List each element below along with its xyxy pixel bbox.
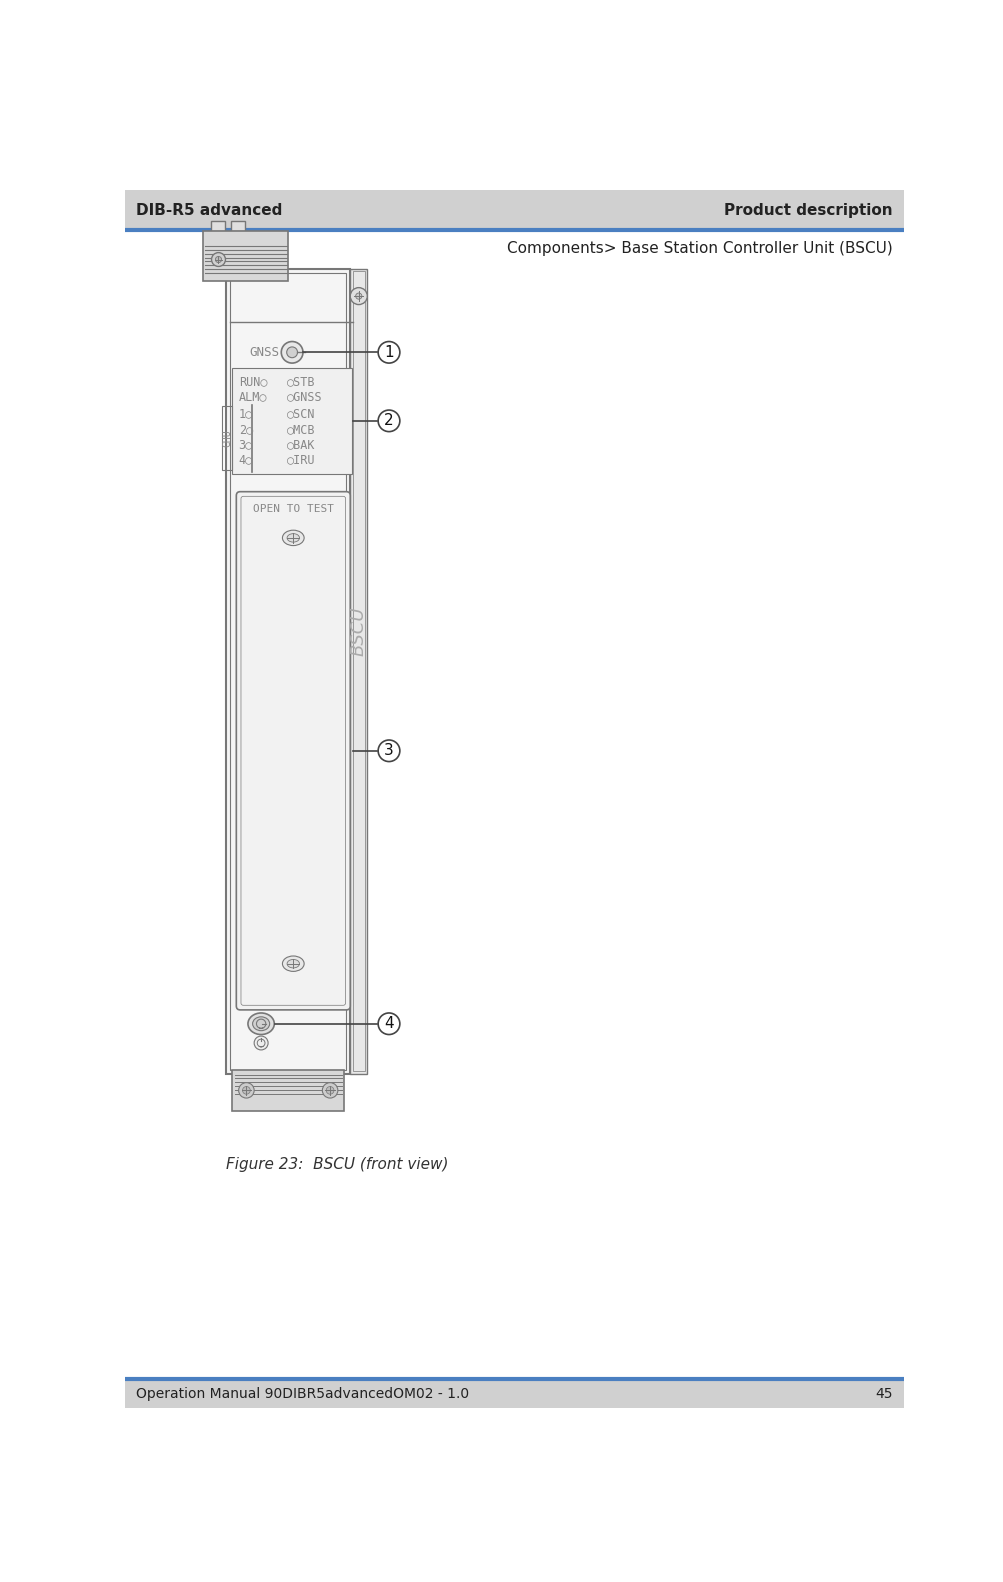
Ellipse shape: [287, 959, 299, 968]
Bar: [226, 269, 350, 1074]
Text: 3: 3: [384, 744, 393, 758]
Bar: [352, 272, 365, 1071]
Circle shape: [326, 1087, 334, 1095]
Bar: [233, 367, 351, 475]
Bar: [230, 274, 346, 1069]
Text: DIB-R5 advanced: DIB-R5 advanced: [136, 202, 283, 218]
Circle shape: [322, 1082, 338, 1098]
Text: 2○: 2○: [239, 422, 253, 435]
Circle shape: [378, 1012, 399, 1035]
Circle shape: [239, 1082, 254, 1098]
Text: OPEN TO TEST: OPEN TO TEST: [253, 505, 333, 514]
Bar: [231, 221, 245, 231]
Circle shape: [350, 288, 367, 305]
Text: ○STB: ○STB: [287, 375, 315, 388]
Ellipse shape: [287, 533, 299, 543]
Bar: [203, 231, 288, 280]
Text: 4: 4: [384, 1016, 393, 1031]
Circle shape: [378, 410, 399, 432]
Bar: [211, 221, 225, 231]
Text: Operation Manual 90DIBR5advancedOM02 - 1.0: Operation Manual 90DIBR5advancedOM02 - 1…: [136, 1387, 469, 1402]
Text: GNSS: GNSS: [249, 346, 279, 359]
Text: 1: 1: [384, 345, 393, 359]
Text: RUN○: RUN○: [239, 375, 267, 388]
Bar: [222, 407, 233, 470]
Text: Product description: Product description: [723, 202, 892, 218]
Text: 1○: 1○: [239, 408, 253, 421]
Bar: [125, 190, 903, 229]
FancyBboxPatch shape: [236, 492, 350, 1009]
Text: 2: 2: [384, 413, 393, 429]
Text: 4○: 4○: [239, 454, 253, 467]
Text: ○BAK: ○BAK: [287, 438, 315, 451]
Ellipse shape: [253, 1017, 270, 1031]
Text: Components> Base Station Controller Unit (BSCU): Components> Base Station Controller Unit…: [507, 240, 892, 256]
Circle shape: [216, 256, 222, 263]
Text: Figure 23:  BSCU (front view): Figure 23: BSCU (front view): [226, 1156, 448, 1172]
Text: ○MCB: ○MCB: [287, 422, 315, 435]
Circle shape: [254, 1036, 268, 1050]
Bar: [350, 269, 367, 1074]
Text: BSCU: BSCU: [349, 606, 367, 657]
Circle shape: [243, 1087, 250, 1095]
Text: CHU: CHU: [223, 429, 232, 448]
Circle shape: [378, 342, 399, 364]
Circle shape: [212, 253, 226, 266]
Text: ALM○: ALM○: [239, 391, 267, 403]
Ellipse shape: [282, 956, 304, 971]
Ellipse shape: [282, 530, 304, 546]
Bar: [233, 1069, 344, 1111]
Text: 3○: 3○: [239, 438, 253, 451]
Bar: [125, 1380, 903, 1408]
Circle shape: [287, 346, 297, 358]
Text: ○SCN: ○SCN: [287, 408, 315, 421]
Circle shape: [281, 342, 303, 364]
Circle shape: [378, 740, 399, 761]
Text: ○GNSS: ○GNSS: [287, 391, 322, 403]
Text: ○IRU: ○IRU: [287, 454, 315, 467]
Ellipse shape: [248, 1012, 274, 1035]
Text: 45: 45: [875, 1387, 892, 1402]
Circle shape: [355, 293, 361, 299]
